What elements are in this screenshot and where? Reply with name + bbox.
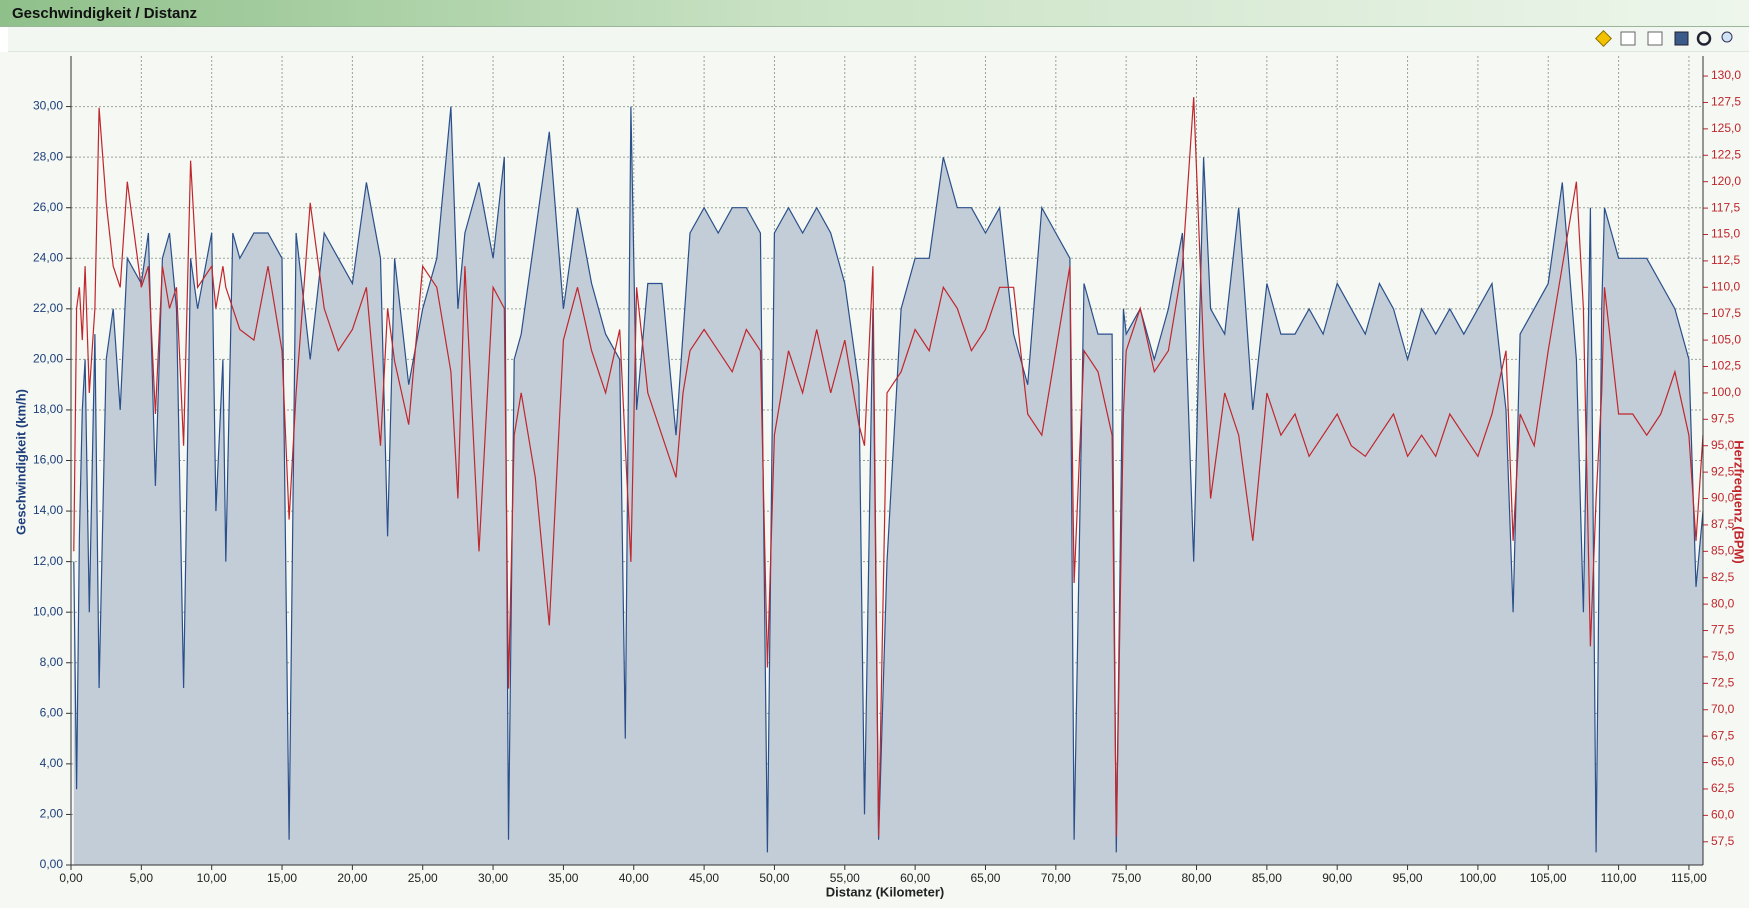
y2-tick-label: 75,0 [1711,649,1735,663]
y-tick-label: 30,00 [33,99,63,113]
y2-tick-label: 85,0 [1711,543,1735,557]
y2-axis-title: Herzfrequenz (BPM) [1732,440,1747,564]
x-tick-label: 0,00 [59,871,83,885]
x-tick-label: 15,00 [267,871,297,885]
y2-tick-label: 92,5 [1711,464,1735,478]
x-tick-label: 95,00 [1393,871,1423,885]
x-tick-label: 70,00 [1041,871,1071,885]
x-tick-label: 35,00 [548,871,578,885]
title-bar: Geschwindigkeit / Distanz [0,0,1749,27]
y-tick-label: 14,00 [33,503,63,517]
y-tick-label: 4,00 [40,756,64,770]
y2-tick-label: 60,0 [1711,808,1735,822]
x-tick-label: 115,00 [1671,871,1707,885]
series-line [73,97,1704,837]
x-tick-label: 65,00 [970,871,1000,885]
y2-tick-label: 117,5 [1711,200,1740,214]
y-tick-label: 10,00 [33,604,63,618]
icon-settings[interactable] [1696,31,1712,46]
y2-tick-label: 120,0 [1711,174,1741,188]
y2-tick-label: 87,5 [1711,517,1735,531]
x-tick-label: 20,00 [337,871,367,885]
y2-tick-label: 80,0 [1711,596,1735,610]
y2-tick-label: 102,5 [1711,359,1741,373]
x-tick-label: 40,00 [619,871,649,885]
x-tick-label: 90,00 [1322,871,1352,885]
x-tick-label: 5,00 [130,871,154,885]
x-tick-label: 75,00 [1111,871,1141,885]
x-tick-label: 105,00 [1530,871,1567,885]
y2-tick-label: 67,5 [1711,728,1735,742]
y2-tick-label: 110,0 [1711,279,1740,293]
icon-save[interactable] [1674,31,1689,46]
y2-tick-label: 100,0 [1711,385,1741,399]
y2-tick-label: 72,5 [1711,676,1735,690]
x-tick-label: 80,00 [1182,871,1212,885]
y2-tick-label: 65,0 [1711,755,1735,769]
y2-tick-label: 127,5 [1711,95,1741,109]
series-line [73,106,1704,853]
y2-tick-label: 82,5 [1711,570,1735,584]
x-tick-label: 45,00 [689,871,719,885]
x-axis-title: Distanz (Kilometer) [826,884,944,899]
y-tick-label: 24,00 [33,250,63,264]
y2-tick-label: 112,5 [1711,253,1740,267]
icon-zoom[interactable] [1721,31,1733,43]
y-tick-label: 2,00 [40,807,64,821]
x-tick-label: 110,00 [1601,871,1637,885]
y-tick-label: 16,00 [33,453,63,467]
y2-tick-label: 77,5 [1711,623,1735,637]
y2-tick-label: 105,0 [1711,332,1741,346]
area-fill [73,106,1703,866]
x-tick-label: 10,00 [197,871,227,885]
y2-tick-label: 107,5 [1711,306,1741,320]
x-tick-label: 60,00 [900,871,930,885]
y2-tick-label: 122,5 [1711,147,1741,161]
y2-tick-label: 57,5 [1711,834,1735,848]
x-tick-label: 85,00 [1252,871,1282,885]
y-tick-label: 28,00 [33,149,63,163]
window-title: Geschwindigkeit / Distanz [12,5,198,22]
y-tick-label: 18,00 [33,402,63,416]
x-tick-label: 50,00 [759,871,789,885]
icon-diamond[interactable] [1595,30,1612,47]
y-tick-label: 20,00 [33,352,63,366]
icon-grid[interactable] [1620,31,1636,46]
x-tick-label: 25,00 [408,871,438,885]
y2-tick-label: 62,5 [1711,781,1735,795]
icon-chart[interactable] [1647,31,1663,46]
toolbar [8,27,1749,52]
x-tick-label: 55,00 [830,871,860,885]
x-tick-label: 30,00 [478,871,508,885]
x-tick-label: 100,00 [1460,871,1497,885]
y-tick-label: 26,00 [33,200,63,214]
y-axis-title: Geschwindigkeit (km/h) [13,389,28,535]
y-tick-label: 8,00 [40,655,64,669]
y2-tick-label: 115,0 [1711,227,1740,241]
y-tick-label: 6,00 [40,705,64,719]
y2-tick-label: 125,0 [1711,121,1741,135]
y2-tick-label: 90,0 [1711,491,1735,505]
chart: Geschwindigkeit (km/h) Herzfrequenz (BPM… [0,52,1749,908]
toolbar-icons [1595,30,1733,47]
y2-tick-label: 70,0 [1711,702,1735,716]
y2-tick-label: 95,0 [1711,438,1735,452]
y2-tick-label: 97,5 [1711,411,1735,425]
y2-tick-label: 130,0 [1711,68,1741,82]
y-tick-label: 22,00 [33,301,63,315]
y-tick-label: 0,00 [40,857,64,871]
y-tick-label: 12,00 [33,554,63,568]
